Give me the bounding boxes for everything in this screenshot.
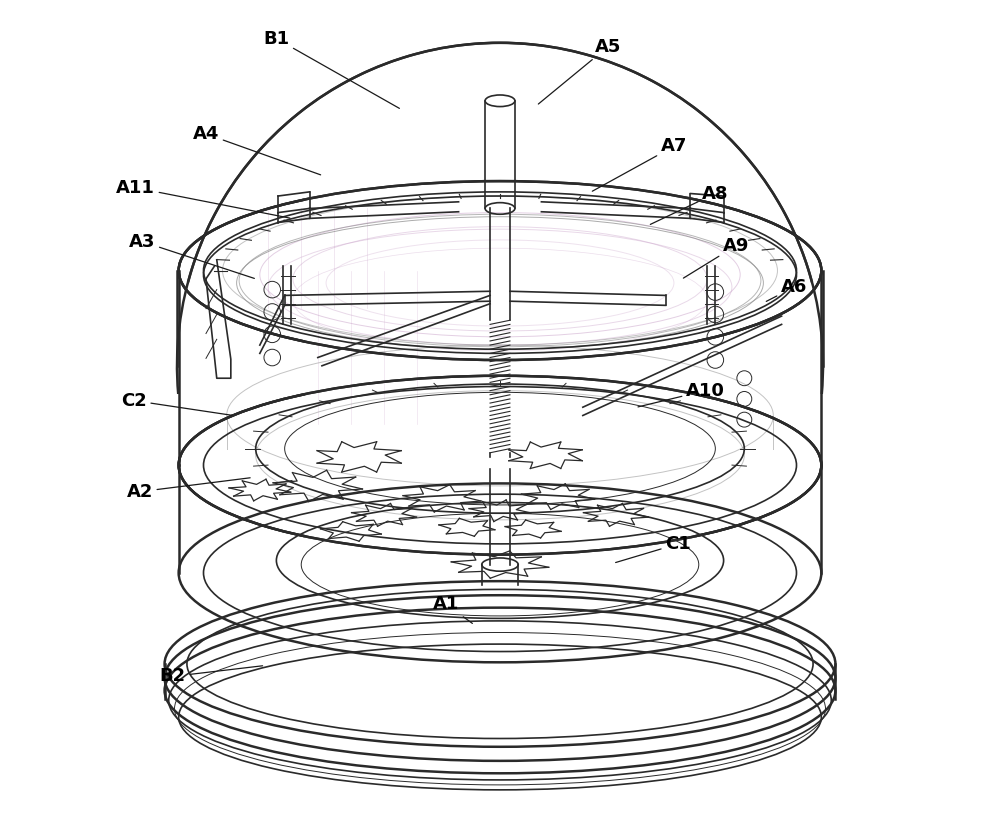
Text: B2: B2 [160, 666, 263, 686]
Text: A1: A1 [433, 595, 472, 623]
Text: A11: A11 [116, 179, 290, 218]
Text: A5: A5 [538, 38, 621, 104]
Text: A8: A8 [650, 184, 729, 224]
Text: C2: C2 [121, 391, 232, 416]
Text: C1: C1 [616, 535, 691, 563]
Text: A9: A9 [683, 237, 749, 278]
Text: A4: A4 [193, 125, 321, 175]
Text: A3: A3 [129, 233, 254, 278]
Text: B1: B1 [263, 30, 399, 108]
Text: A2: A2 [127, 478, 250, 501]
Text: A7: A7 [592, 137, 687, 191]
Text: A6: A6 [766, 278, 807, 302]
Text: A10: A10 [638, 381, 725, 407]
